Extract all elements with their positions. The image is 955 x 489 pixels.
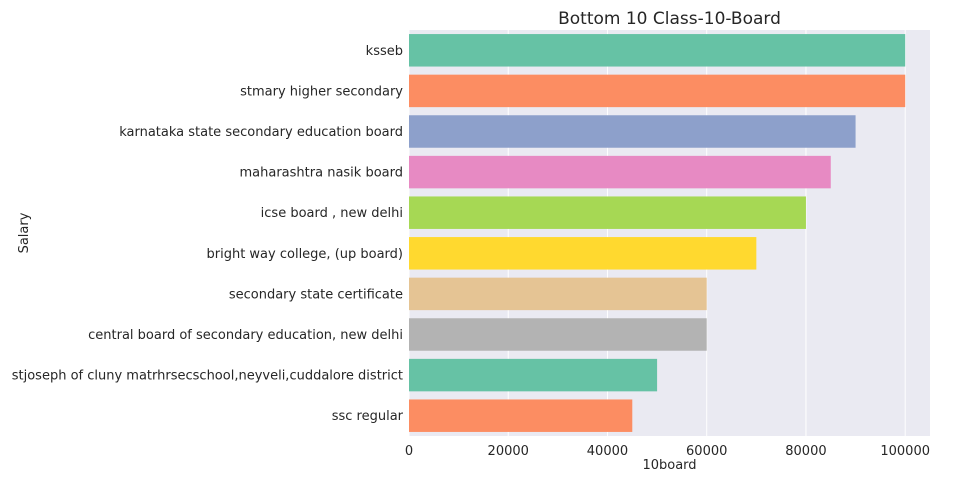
bar [409, 196, 806, 229]
x-tick-label: 80000 [785, 444, 826, 459]
category-label: ksseb [366, 44, 403, 59]
y-axis-label: Salary [17, 212, 32, 253]
x-tick-label: 20000 [488, 444, 529, 459]
category-label: central board of secondary education, ne… [88, 328, 403, 343]
bar [409, 74, 906, 108]
category-label: maharashtra nasik board [240, 166, 404, 181]
category-label: secondary state certificate [229, 287, 403, 302]
category-label: ssc regular [332, 409, 404, 424]
category-label: bright way college, (up board) [207, 247, 404, 262]
category-label: icse board , new delhi [261, 206, 403, 221]
category-label: stmary higher secondary [240, 84, 403, 99]
bar [409, 34, 906, 67]
bar [409, 115, 856, 148]
bar [409, 358, 658, 392]
x-tick-label: 40000 [587, 444, 628, 459]
x-axis-label: 10board [642, 458, 696, 473]
bar [409, 155, 831, 189]
x-tick-labels: 0 20000 40000 60000 80000 100000 [405, 444, 930, 459]
bars [409, 34, 906, 432]
bar [409, 399, 633, 432]
x-tick-label: 0 [405, 444, 413, 459]
x-tick-label: 60000 [686, 444, 727, 459]
chart-title: Bottom 10 Class-10-Board [558, 9, 781, 29]
bar [409, 318, 707, 351]
category-label: karnataka state secondary education boar… [119, 125, 403, 140]
bar [409, 237, 757, 270]
category-label: stjoseph of cluny matrhrsecschool,neyvel… [12, 369, 403, 384]
x-tick-label: 100000 [880, 444, 930, 459]
category-labels: ksseb stmary higher secondary karnataka st… [12, 44, 404, 424]
bar [409, 277, 707, 311]
